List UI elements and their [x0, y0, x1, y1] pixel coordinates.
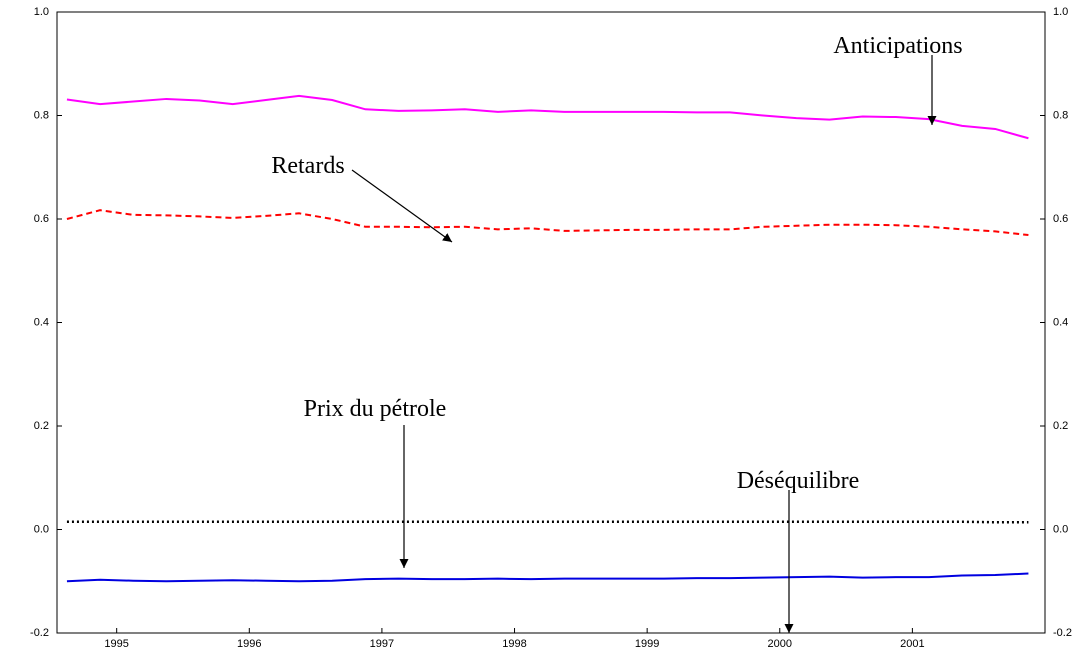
y-tick-label: -0.2 — [30, 627, 49, 639]
x-tick-label: 1999 — [635, 638, 659, 650]
x-tick-label: 2000 — [768, 638, 792, 650]
series-annotation: Déséquilibre — [737, 468, 860, 494]
x-tick-label: 1998 — [502, 638, 526, 650]
plot-frame — [56, 11, 1046, 634]
y2-tick-label: 0.8 — [1053, 109, 1068, 121]
y2-tick-label: 1.0 — [1053, 6, 1068, 18]
y2-tick-label: 0.4 — [1053, 316, 1068, 328]
series-annotation: Retards — [271, 153, 344, 179]
x-tick-label: 2001 — [900, 638, 924, 650]
series-line — [66, 209, 1029, 237]
y2-tick-label: 0.2 — [1053, 420, 1068, 432]
y2-tick-label: -0.2 — [1053, 627, 1072, 639]
series-line — [66, 572, 1029, 583]
y2-tick-label: 0.6 — [1053, 213, 1068, 225]
x-tick-label: 1997 — [370, 638, 394, 650]
series-line — [66, 94, 1029, 140]
y-tick-label: 0.2 — [34, 420, 49, 432]
x-tick-label: 1996 — [237, 638, 261, 650]
x-tick-label: 1995 — [104, 638, 128, 650]
y-tick-label: 0.4 — [34, 316, 49, 328]
series-line — [66, 520, 1029, 524]
y-tick-label: 1.0 — [34, 6, 49, 18]
series-annotation: Anticipations — [833, 33, 962, 59]
y-tick-label: 0.0 — [34, 523, 49, 535]
series-annotation: Prix du pétrole — [304, 396, 447, 422]
y-tick-label: 0.6 — [34, 213, 49, 225]
y-tick-label: 0.8 — [34, 109, 49, 121]
y2-tick-label: 0.0 — [1053, 523, 1068, 535]
annotation-arrow — [351, 169, 453, 243]
